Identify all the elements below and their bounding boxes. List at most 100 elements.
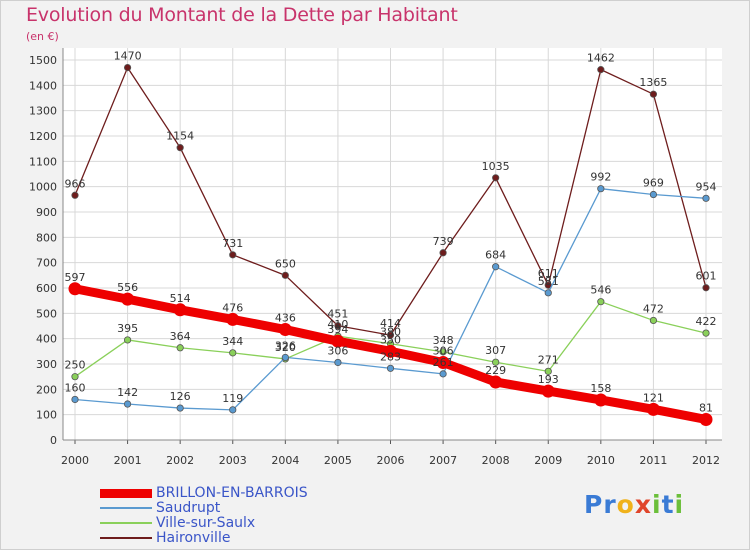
data-point-haironville	[649, 90, 658, 98]
data-point-saudrupt	[439, 370, 447, 378]
data-label-ville-sur-saulx: 422	[696, 315, 717, 328]
data-label-haironville: 1035	[482, 160, 510, 173]
legend-swatch	[100, 507, 152, 509]
data-label-haironville: 966	[65, 177, 86, 190]
data-point-brillon-en-barrois	[594, 393, 608, 407]
legend-item: Ville-sur-Saulx	[100, 515, 400, 531]
data-point-saudrupt	[123, 400, 132, 408]
x-tick-label: 2002	[166, 454, 194, 467]
y-tick-label: 1000	[29, 181, 57, 194]
data-point-haironville	[439, 249, 447, 257]
data-label-brillon-en-barrois: 193	[538, 373, 559, 386]
data-label-saudrupt: 306	[327, 344, 348, 357]
data-label-saudrupt: 261	[433, 356, 454, 369]
legend-item: Haironville	[100, 530, 400, 546]
data-label-ville-sur-saulx: 348	[433, 334, 454, 347]
data-point-brillon-en-barrois	[121, 292, 135, 306]
data-label-brillon-en-barrois: 514	[170, 292, 191, 305]
data-label-ville-sur-saulx: 395	[117, 322, 138, 335]
data-label-brillon-en-barrois: 121	[643, 391, 664, 404]
data-label-saudrupt: 581	[538, 275, 559, 288]
logo-letter: i	[674, 490, 685, 519]
data-point-saudrupt	[334, 358, 342, 367]
data-label-haironville: 1154	[166, 130, 194, 143]
data-point-brillon-en-barrois	[436, 355, 450, 369]
data-point-saudrupt	[176, 404, 184, 412]
data-point-haironville	[702, 284, 710, 292]
data-point-brillon-en-barrois	[226, 312, 240, 326]
logo-letter: i	[652, 490, 662, 519]
legend-swatch	[100, 488, 152, 498]
y-tick-label: 600	[36, 282, 57, 295]
data-label-ville-sur-saulx: 472	[643, 302, 664, 315]
data-label-brillon-en-barrois: 436	[275, 312, 296, 325]
legend-label: Saudrupt	[156, 500, 221, 516]
data-point-ville-sur-saulx	[597, 298, 605, 306]
y-tick-label: 0	[50, 434, 57, 447]
data-label-haironville: 1365	[639, 76, 667, 89]
data-point-saudrupt	[649, 190, 658, 199]
y-tick-label: 1300	[29, 105, 57, 118]
data-label-brillon-en-barrois: 394	[327, 323, 348, 336]
data-point-brillon-en-barrois	[68, 282, 82, 296]
chart-title: Evolution du Montant de la Dette par Hab…	[26, 4, 458, 26]
data-point-brillon-en-barrois	[384, 344, 397, 358]
data-label-saudrupt: 326	[275, 339, 296, 352]
data-label-saudrupt: 126	[170, 390, 191, 403]
data-label-saudrupt: 969	[643, 177, 664, 190]
data-point-haironville	[71, 191, 79, 199]
data-point-brillon-en-barrois	[646, 402, 660, 416]
data-label-haironville: 650	[275, 257, 296, 270]
data-label-saudrupt: 684	[485, 249, 506, 262]
data-point-haironville	[597, 66, 605, 74]
data-point-brillon-en-barrois	[331, 334, 345, 348]
data-label-ville-sur-saulx: 410	[327, 318, 348, 331]
legend: BRILLON-EN-BARROIS Saudrupt Ville-sur-Saul…	[100, 485, 400, 546]
logo-letter: r	[603, 490, 617, 519]
x-tick-label: 2001	[114, 454, 142, 467]
y-tick-label: 900	[36, 206, 57, 219]
data-point-haironville	[123, 64, 132, 72]
data-point-brillon-en-barrois	[699, 412, 713, 426]
data-label-ville-sur-saulx: 271	[538, 353, 559, 366]
x-tick-label: 2011	[639, 454, 667, 467]
plot-area	[63, 48, 722, 440]
legend-swatch	[100, 537, 152, 539]
data-label-brillon-en-barrois: 158	[590, 382, 611, 395]
y-tick-label: 100	[36, 409, 57, 422]
logo-letter: P	[584, 490, 604, 519]
data-point-ville-sur-saulx	[176, 344, 184, 352]
data-label-ville-sur-saulx: 364	[170, 330, 191, 343]
y-tick-label: 1200	[29, 130, 57, 143]
data-label-saudrupt: 142	[117, 386, 138, 399]
data-point-haironville	[176, 144, 184, 152]
y-tick-label: 500	[36, 307, 57, 320]
data-label-ville-sur-saulx: 380	[380, 326, 401, 339]
proxiti-logo: Proxiti	[584, 490, 684, 519]
data-label-brillon-en-barrois: 476	[222, 301, 243, 314]
data-label-brillon-en-barrois: 81	[699, 401, 713, 414]
data-point-saudrupt	[492, 263, 500, 271]
data-label-ville-sur-saulx: 307	[485, 344, 506, 357]
legend-label: BRILLON-EN-BARROIS	[156, 485, 308, 501]
data-label-ville-sur-saulx: 546	[590, 284, 611, 297]
x-tick-label: 2008	[482, 454, 510, 467]
x-tick-label: 2009	[534, 454, 562, 467]
data-point-saudrupt	[597, 185, 605, 193]
data-point-haironville	[229, 251, 237, 259]
data-point-brillon-en-barrois	[173, 303, 187, 317]
legend-item: Saudrupt	[100, 500, 400, 516]
data-point-saudrupt	[71, 395, 79, 404]
data-point-saudrupt	[702, 194, 710, 202]
x-tick-label: 2012	[692, 454, 720, 467]
y-tick-label: 200	[36, 383, 57, 396]
y-tick-label: 400	[36, 333, 57, 346]
y-tick-label: 1500	[29, 54, 57, 67]
data-label-ville-sur-saulx: 250	[65, 359, 86, 372]
x-tick-label: 2006	[377, 454, 405, 467]
y-tick-label: 1100	[29, 155, 57, 168]
legend-label: Ville-sur-Saulx	[156, 515, 256, 531]
legend-item: BRILLON-EN-BARROIS	[100, 485, 400, 501]
legend-label: Haironville	[156, 530, 231, 546]
data-label-brillon-en-barrois: 306	[433, 344, 454, 357]
